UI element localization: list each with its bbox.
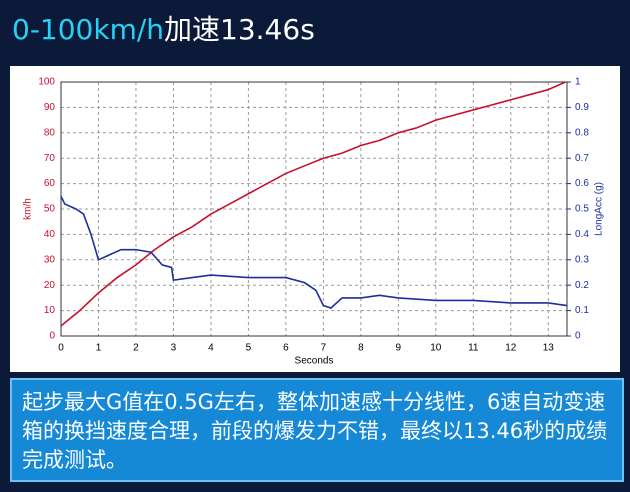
y2-tick-label: 0.2 bbox=[575, 280, 589, 291]
y-tick-label: 50 bbox=[44, 204, 56, 215]
caption: 起步最大G值在0.5G左右，整体加速感十分线性，6速自动变速箱的换挡速度合理，前… bbox=[10, 378, 624, 482]
x-tick-label: 12 bbox=[505, 343, 517, 354]
x-axis-label: Seconds bbox=[295, 356, 334, 367]
y2-tick-label: 0.5 bbox=[575, 204, 589, 215]
y2-tick-label: 0.3 bbox=[575, 254, 589, 265]
y2-tick-label: 0.7 bbox=[575, 153, 589, 164]
y2-tick-label: 0.9 bbox=[575, 102, 589, 113]
title: 0-100km/h加速13.46s bbox=[12, 8, 315, 48]
y2-axis-label: LongAcc (g) bbox=[594, 182, 605, 236]
x-tick-label: 7 bbox=[321, 343, 327, 354]
y-tick-label: 0 bbox=[49, 331, 55, 342]
title-highlight: 0-100km/h bbox=[12, 13, 165, 46]
y2-tick-label: 0.1 bbox=[575, 305, 589, 316]
y2-tick-label: 0.4 bbox=[575, 229, 589, 240]
y2-tick-label: 0 bbox=[575, 331, 581, 342]
x-tick-label: 13 bbox=[543, 343, 555, 354]
x-tick-label: 2 bbox=[133, 343, 139, 354]
y-axis-label: km/h bbox=[23, 198, 34, 220]
y-tick-label: 40 bbox=[44, 229, 56, 240]
y-tick-label: 20 bbox=[44, 280, 56, 291]
y-tick-label: 80 bbox=[44, 127, 56, 138]
x-tick-label: 1 bbox=[96, 343, 102, 354]
y-tick-label: 90 bbox=[44, 102, 56, 113]
y-tick-label: 30 bbox=[44, 254, 56, 265]
y2-tick-label: 0.8 bbox=[575, 127, 589, 138]
series-line bbox=[60, 81, 566, 327]
title-rest: 加速13.46s bbox=[164, 13, 315, 46]
x-tick-label: 11 bbox=[468, 343, 479, 354]
y-tick-label: 60 bbox=[44, 178, 56, 189]
x-tick-label: 0 bbox=[58, 343, 64, 354]
x-tick-label: 5 bbox=[246, 343, 252, 354]
y2-tick-label: 0.6 bbox=[575, 178, 589, 189]
y-tick-label: 70 bbox=[44, 153, 56, 164]
chart-panel bbox=[10, 66, 620, 372]
x-tick-label: 8 bbox=[358, 343, 364, 354]
y-tick-label: 100 bbox=[38, 77, 55, 88]
x-tick-label: 4 bbox=[208, 343, 214, 354]
y2-tick-label: 1 bbox=[575, 77, 581, 88]
x-tick-label: 3 bbox=[171, 343, 177, 354]
series-line bbox=[60, 195, 568, 309]
x-tick-label: 10 bbox=[430, 343, 442, 354]
y-tick-label: 10 bbox=[44, 305, 56, 316]
plot-frame bbox=[60, 81, 568, 337]
x-tick-label: 9 bbox=[396, 343, 402, 354]
x-tick-label: 6 bbox=[283, 343, 289, 354]
chart: 0 1 2 3 4 5 6 7 8 9 10 11 12 130102030405060708090100… bbox=[10, 66, 620, 372]
